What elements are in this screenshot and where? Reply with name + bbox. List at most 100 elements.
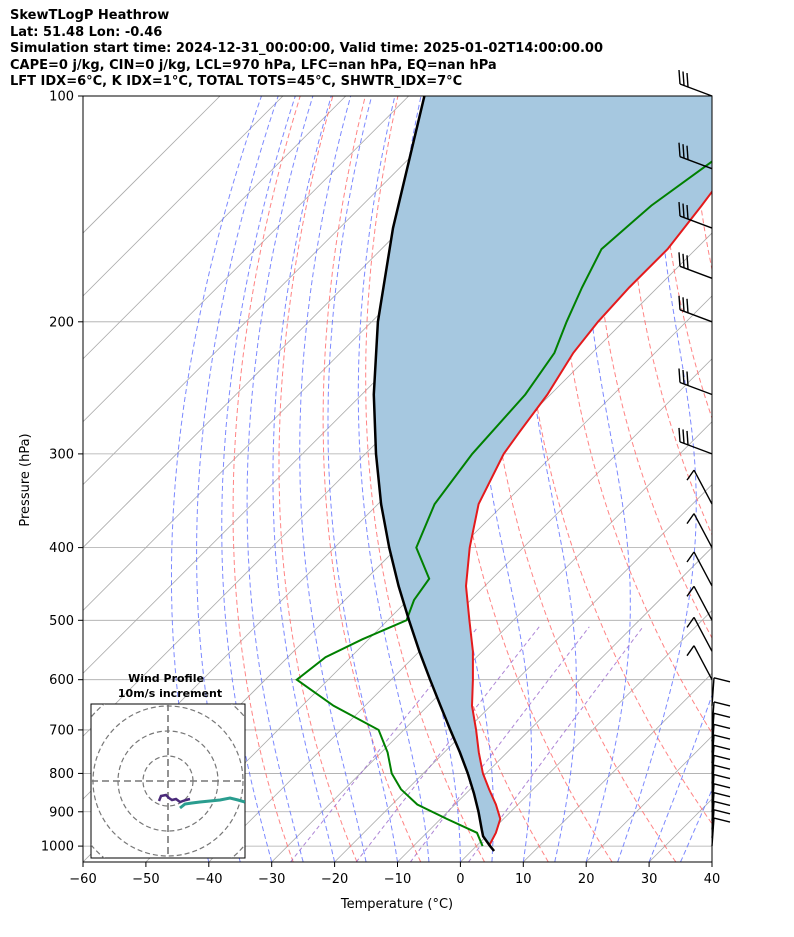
x-tick-label: 40 (704, 872, 721, 887)
dry-adiabat-line (322, 96, 422, 862)
x-tick-label: 30 (641, 872, 658, 887)
y-tick-label: 100 (49, 90, 74, 105)
dry-adiabat-line (278, 96, 358, 862)
title-line-stability: CAPE=0 j/kg, CIN=0 j/kg, LCL=970 hPa, LF… (10, 57, 497, 73)
moist-adiabat-line (648, 693, 712, 862)
chart-header: SkewTLogP Heathrow Lat: 51.48 Lon: -0.46… (10, 8, 603, 91)
wind-barb (711, 754, 731, 784)
wind-barb (686, 469, 713, 505)
y-tick-label: 900 (49, 805, 74, 820)
y-axis-label: Pressure (hPa) (18, 433, 33, 526)
y-tick-label: 400 (49, 541, 74, 556)
isotherm-line (523, 672, 712, 862)
y-tick-label: 300 (49, 447, 74, 462)
y-tick-label: 200 (49, 315, 74, 330)
wind-barb (678, 202, 713, 229)
wind-barb (711, 817, 731, 847)
dry-adiabat-line (556, 96, 712, 735)
wind-barb (678, 69, 713, 97)
moist-adiabat-line (272, 96, 336, 862)
wind-profile-inset: Wind Profile 10m/s increment (90, 672, 246, 859)
dry-adiabat-line (756, 96, 794, 862)
wind-barb (686, 645, 713, 681)
moist-adiabat-line (196, 96, 279, 862)
moist-adiabat-line (711, 860, 712, 862)
isotherm-line (83, 96, 409, 423)
title-line-indices: LFT IDX=6°C, K IDX=1°C, TOTAL TOTS=45°C,… (10, 74, 463, 90)
isotherm-line (711, 861, 712, 862)
dry-adiabat-line (591, 96, 712, 640)
moist-adiabat-line (617, 96, 697, 862)
dry-adiabat-line (232, 96, 301, 862)
y-tick-label: 600 (49, 673, 74, 688)
moist-adiabat-line (327, 96, 398, 862)
moist-adiabat-line (171, 96, 262, 862)
x-axis-label: Temperature (°C) (340, 897, 453, 912)
x-tick-label: 20 (578, 872, 595, 887)
dry-adiabat-line (789, 96, 794, 862)
isotherm-line (83, 96, 284, 297)
isotherm-line (145, 295, 712, 862)
y-tick-label: 1000 (41, 840, 74, 855)
dry-adiabat-line (690, 96, 712, 272)
axes: −60 −50 −40 −30 −20 −10 0 10 20 30 40 1000 900 800 700… (41, 90, 720, 888)
isotherm-line (271, 421, 712, 862)
y-tick-label: 800 (49, 767, 74, 782)
hodograph-low-level-trace (157, 793, 191, 804)
wind-barb (686, 616, 713, 652)
moist-adiabat-line (680, 788, 712, 862)
x-tick-label: 10 (515, 872, 532, 887)
isotherm-line (83, 96, 221, 234)
isotherm-line (83, 96, 472, 486)
wind-barb (711, 783, 731, 812)
moist-adiabat-line (471, 96, 532, 862)
wind-barb (678, 252, 713, 279)
wind-barb (686, 513, 713, 548)
mixing-ratio-line (355, 626, 540, 862)
title-line-times: Simulation start time: 2024-12-31_00:00:… (10, 41, 603, 57)
x-tick-label: −20 (321, 872, 348, 887)
inset-title: Wind Profile (128, 672, 204, 685)
isotherm-line (397, 546, 712, 862)
mixing-ratio-line (409, 626, 590, 862)
inset-subtitle: 10m/s increment (118, 687, 222, 700)
parcel-path-line (372, 96, 496, 852)
title-line-location: Lat: 51.48 Lon: -0.46 (10, 24, 163, 40)
temperature-profile-line (464, 190, 712, 847)
y-tick-label: 500 (49, 614, 74, 629)
x-tick-label: −10 (384, 872, 411, 887)
x-tick-label: 0 (456, 872, 464, 887)
inset-hodograph (91, 704, 245, 858)
moist-adiabat-line (246, 96, 314, 862)
x-tick-label: −60 (69, 872, 96, 887)
x-tick-label: −30 (258, 872, 285, 887)
dewpoint-profile-line (295, 160, 712, 847)
cape-shading (373, 96, 712, 851)
wind-barb (711, 792, 731, 821)
dry-adiabat-line (657, 96, 712, 420)
y-tick-label: 700 (49, 723, 74, 738)
wind-barb (678, 142, 713, 170)
wind-barb (711, 773, 731, 803)
wind-barb (678, 295, 713, 323)
wind-barb (711, 764, 731, 794)
moist-adiabat-line (221, 96, 296, 862)
wind-barb (678, 368, 713, 396)
dry-adiabat-line (724, 96, 794, 862)
title-line-station: SkewTLogP Heathrow (10, 8, 170, 23)
profile-layer (295, 96, 712, 852)
wind-barb (711, 800, 731, 830)
isotherm-line (460, 609, 712, 862)
moist-adiabat-line (299, 96, 367, 862)
dry-adiabat-line (365, 96, 485, 862)
moist-adiabat-line (582, 96, 631, 862)
hodograph-upper-trace (179, 796, 245, 810)
wind-barb (686, 551, 713, 587)
wind-barbs (678, 69, 731, 847)
wind-barb (711, 809, 731, 838)
x-tick-label: −50 (132, 872, 159, 887)
wind-barb (678, 427, 713, 455)
wind-barb (686, 585, 713, 621)
isotherm-line (83, 96, 347, 360)
